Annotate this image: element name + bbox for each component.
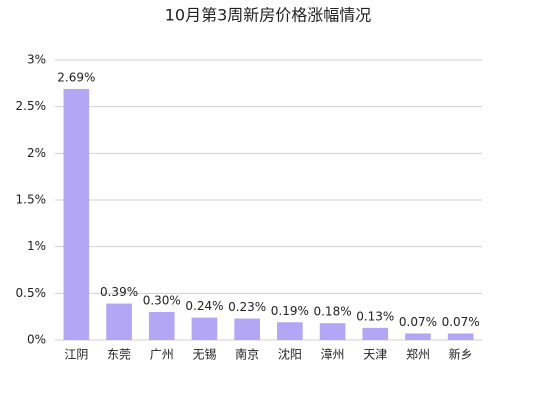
- value-label: 0.07%: [442, 315, 480, 329]
- value-label: 0.23%: [228, 300, 266, 314]
- value-label: 0.30%: [143, 294, 181, 308]
- x-tick-label: 东莞: [107, 348, 131, 362]
- value-label: 0.39%: [100, 285, 138, 299]
- value-label: 0.13%: [356, 309, 394, 323]
- bar: [319, 323, 346, 340]
- x-tick-label: 江阴: [64, 348, 88, 362]
- chart-title: 10月第3周新房价格涨幅情况: [165, 6, 372, 25]
- value-label: 0.18%: [313, 305, 351, 319]
- y-tick-label: 1%: [27, 239, 46, 253]
- y-tick-label: 0.5%: [16, 286, 47, 300]
- x-tick-label: 新乡: [449, 347, 473, 362]
- x-tick-label: 无锡: [192, 347, 216, 362]
- y-tick-label: 3%: [27, 53, 46, 67]
- bar: [191, 317, 218, 340]
- y-tick-label: 2.5%: [16, 99, 47, 113]
- value-label: 0.24%: [185, 299, 223, 313]
- value-label: 2.69%: [57, 70, 95, 84]
- y-tick-label: 1.5%: [16, 193, 47, 207]
- x-tick-label: 广州: [150, 348, 174, 362]
- bar: [63, 88, 90, 340]
- x-tick-label: 天津: [363, 348, 387, 362]
- x-tick-label: 南京: [235, 347, 259, 362]
- bar: [148, 312, 175, 340]
- bar: [106, 303, 132, 340]
- value-label: 0.19%: [271, 304, 309, 318]
- bar: [362, 327, 389, 340]
- bar: [234, 318, 260, 340]
- x-tick-label: 漳州: [321, 347, 345, 362]
- bar: [277, 322, 303, 340]
- y-tick-label: 0%: [27, 333, 46, 347]
- bar: [405, 333, 431, 340]
- value-label: 0.07%: [399, 315, 437, 329]
- y-tick-label: 2%: [27, 146, 46, 160]
- x-tick-label: 郑州: [406, 347, 430, 362]
- bar: [447, 333, 474, 340]
- x-tick-label: 沈阳: [278, 347, 302, 362]
